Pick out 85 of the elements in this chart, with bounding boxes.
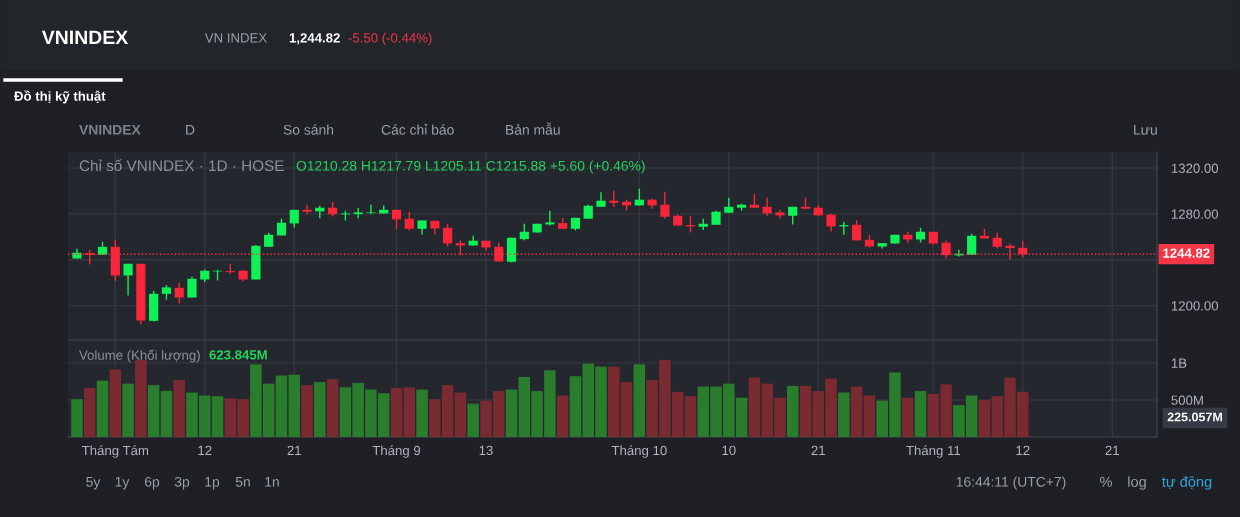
text: VNINDEX xyxy=(79,125,141,135)
text: 5y xyxy=(86,477,101,490)
bar xyxy=(122,383,134,437)
bar xyxy=(902,397,914,437)
text: 3p xyxy=(174,476,190,490)
text: -5.50 (-0.44%) xyxy=(348,32,432,46)
x-tick-label: Tháng Tám xyxy=(81,445,149,458)
annotation: Volume (Khối lượng) xyxy=(79,349,200,363)
text: 225.057M xyxy=(1167,412,1222,422)
text: 5n xyxy=(235,477,250,487)
bar xyxy=(173,379,185,437)
text: Các chỉ báo xyxy=(381,124,454,135)
text: % xyxy=(1100,476,1112,487)
bar xyxy=(96,380,109,437)
annotation: 623.845M xyxy=(209,350,267,360)
text: So sánh xyxy=(283,124,334,135)
bar xyxy=(416,389,428,437)
text: tự động xyxy=(1162,476,1212,490)
bar xyxy=(850,386,863,437)
candlestick xyxy=(775,209,785,220)
candlestick xyxy=(404,211,414,232)
ref-line-label: 1244.82 xyxy=(1163,248,1210,258)
bar xyxy=(633,364,646,437)
bar xyxy=(684,396,697,437)
bar xyxy=(454,392,467,437)
text: 1y xyxy=(115,477,130,490)
y-tick-label: 1200.00 xyxy=(1171,301,1219,311)
text: 1p xyxy=(205,477,220,490)
bar xyxy=(390,388,403,437)
candlestick xyxy=(941,239,951,260)
bar xyxy=(109,369,122,437)
x-tick-label: 21 xyxy=(811,445,825,455)
bar xyxy=(838,392,850,437)
text: VNINDEX xyxy=(41,30,129,45)
bar xyxy=(556,395,569,437)
bar xyxy=(301,385,313,437)
text: log xyxy=(1128,476,1146,490)
bar xyxy=(83,388,96,437)
candlestick xyxy=(366,204,376,215)
candlestick xyxy=(174,282,184,305)
chart-title: Chỉ số VNINDEX · 1D · HOSE xyxy=(79,159,284,172)
text: 6p xyxy=(144,476,160,490)
x-tick-label: Tháng 11 xyxy=(906,445,961,458)
x-tick-label: 21 xyxy=(1105,445,1119,455)
candlestick xyxy=(660,191,670,220)
x-tick-label: 10 xyxy=(722,445,736,456)
bar xyxy=(326,379,339,437)
x-tick-label: 13 xyxy=(479,445,493,456)
text: D xyxy=(186,125,195,135)
bar xyxy=(799,385,812,437)
candlestick xyxy=(123,263,133,297)
text: Đồ thị kỹ thuật xyxy=(14,90,106,104)
text: 1,244.82 xyxy=(289,33,340,45)
candlestick xyxy=(1005,243,1015,261)
candlestick xyxy=(596,191,606,208)
candlestick xyxy=(545,209,555,226)
text: Bản mẫu xyxy=(506,122,560,135)
text: 16:44:11 (UTC+7) xyxy=(956,476,1066,490)
text: 1n xyxy=(265,477,279,487)
bar xyxy=(403,387,416,437)
annotation: O1210.28 H1217.79 L1205.11 C1215.88 +5.60 (+0.46%) xyxy=(296,160,645,174)
candlestick xyxy=(967,233,977,256)
y-tick-label: 1B xyxy=(1171,358,1187,368)
x-tick-label: Tháng 10 xyxy=(611,445,667,458)
x-tick-label: 12 xyxy=(1016,445,1030,455)
x-tick-label: 12 xyxy=(198,445,212,455)
bar xyxy=(71,399,83,437)
y-tick-label: 1280.00 xyxy=(1171,209,1219,219)
bar xyxy=(914,391,927,437)
text: VN INDEX xyxy=(204,33,267,43)
bar xyxy=(147,385,160,437)
bar xyxy=(786,385,799,437)
bar xyxy=(467,403,479,437)
y-tick-label: 1320.00 xyxy=(1171,163,1219,173)
bar xyxy=(160,390,173,437)
bar xyxy=(863,395,876,437)
x-tick-label: Tháng 9 xyxy=(372,445,421,458)
text: Lưu xyxy=(1134,125,1157,135)
bar xyxy=(505,389,518,437)
y-tick-label: 500M xyxy=(1171,395,1203,405)
candlestick xyxy=(443,223,453,248)
x-tick-label: 21 xyxy=(287,445,301,455)
candlestick xyxy=(302,204,312,215)
bar xyxy=(314,382,326,437)
candlestick xyxy=(353,207,363,220)
